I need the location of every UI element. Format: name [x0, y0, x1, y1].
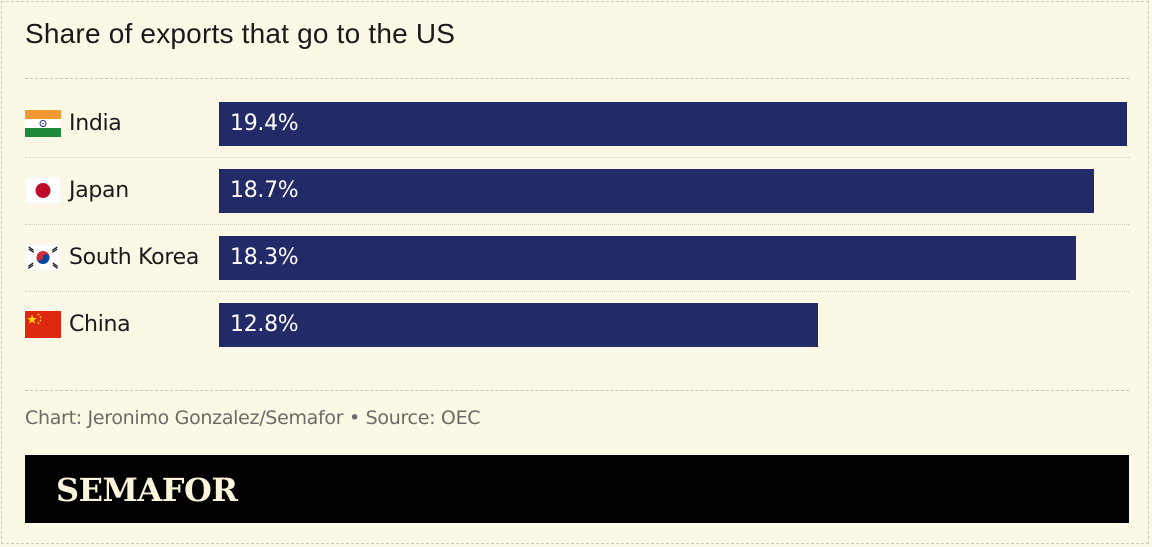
category-label: South Korea [69, 245, 199, 270]
value-label: 18.3% [230, 245, 299, 270]
value-label: 19.4% [230, 111, 299, 136]
bar-row-japan: Japan 18.7% [0, 169, 1152, 213]
bar-south-korea [219, 236, 1076, 280]
category-label: China [69, 312, 131, 337]
bar-india [219, 102, 1127, 146]
japan-flag-icon [25, 177, 61, 204]
china-flag-icon [25, 311, 61, 338]
brand-footer: SEMAFOR [25, 455, 1129, 523]
row-separator [25, 224, 1129, 225]
chart-title: Share of exports that go to the US [25, 18, 456, 49]
india-flag-icon [25, 110, 61, 137]
bar-row-china: China 12.8% [0, 303, 1152, 347]
row-separator [25, 291, 1129, 292]
category-label: India [69, 111, 122, 136]
bottom-divider [25, 390, 1129, 391]
semafor-logo: SEMAFOR [56, 471, 238, 509]
row-separator [25, 157, 1129, 158]
value-label: 18.7% [230, 178, 299, 203]
value-label: 12.8% [230, 312, 299, 337]
bar-china [219, 303, 818, 347]
bar-row-south-korea: South Korea 18.3% [0, 236, 1152, 280]
bar-japan [219, 169, 1094, 213]
source-credit: Chart: Jeronimo Gonzalez/Semafor • Sourc… [25, 407, 481, 429]
top-divider [25, 78, 1129, 79]
south-korea-flag-icon [25, 244, 61, 271]
category-label: Japan [69, 178, 129, 203]
bar-row-india: India 19.4% [0, 102, 1152, 146]
